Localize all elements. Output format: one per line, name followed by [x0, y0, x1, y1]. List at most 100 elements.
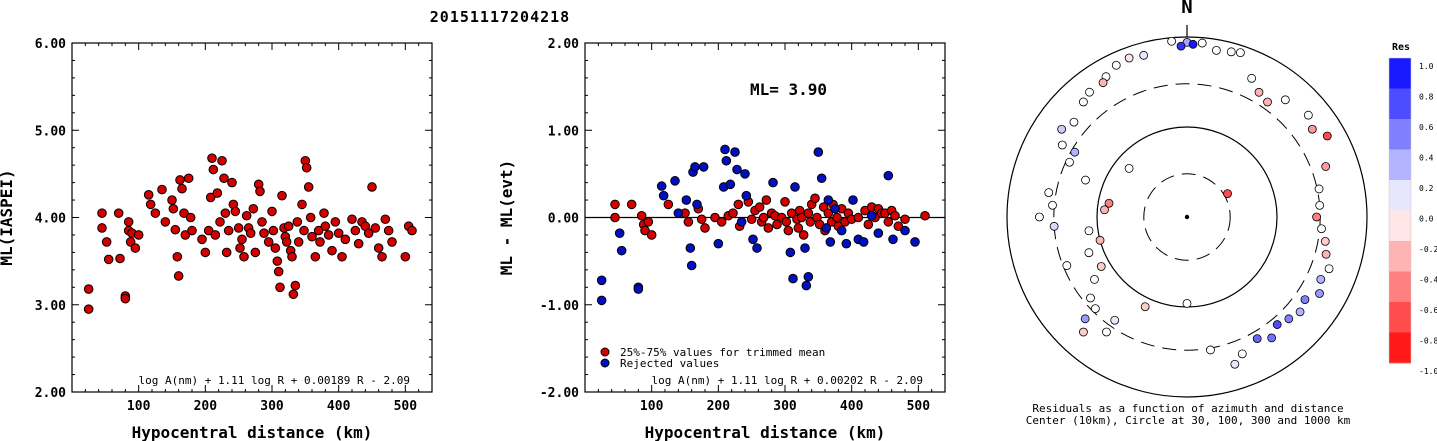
- panel2-point: [692, 199, 702, 210]
- panel1-point: [350, 225, 361, 236]
- polar-station: [1300, 295, 1310, 304]
- panel2-legend-label: 25%-75% values for trimmed mean: [620, 346, 825, 359]
- panel1-point: [407, 225, 417, 236]
- panel2-point: [893, 221, 904, 232]
- polar-station: [1065, 157, 1074, 167]
- panel1-point: [185, 212, 196, 223]
- panel1-point: [200, 247, 211, 258]
- panel1-point: [323, 230, 334, 240]
- panel1-point: [303, 182, 314, 192]
- panel1-point: [220, 208, 231, 218]
- panel1-point: [301, 162, 312, 173]
- polar-station: [1084, 248, 1094, 258]
- panel1-point: [330, 217, 341, 227]
- polar-station: [1223, 189, 1232, 199]
- panel2-ylabel: ML - ML(evt): [497, 160, 516, 276]
- panel2-point: [900, 225, 910, 236]
- polar-station: [1044, 188, 1054, 198]
- panel1-point: [281, 237, 292, 247]
- panel1-point: [179, 208, 189, 218]
- panel1-point: [292, 217, 303, 227]
- panel2-ytick-label: -2.00: [540, 386, 579, 401]
- panel1-point: [255, 186, 265, 197]
- panel2-point: [810, 193, 820, 204]
- panel1-point: [230, 206, 241, 217]
- panel2-point: [736, 217, 747, 227]
- panel1-ytick-label: 3.00: [35, 299, 66, 314]
- panel2-point: [754, 202, 765, 212]
- panel2-point: [733, 199, 744, 210]
- panel2-point: [698, 162, 709, 172]
- panel2-point: [663, 199, 674, 210]
- panel2-point: [610, 212, 620, 223]
- panel2-point: [883, 170, 894, 181]
- panel2-point: [825, 237, 836, 247]
- panel2-point: [596, 295, 607, 306]
- polar-center: [1184, 214, 1190, 220]
- panel2-point: [793, 223, 804, 233]
- polar-station: [1048, 200, 1057, 210]
- panel1-point: [150, 208, 161, 218]
- panel1-point: [97, 208, 107, 218]
- panel1-xlabel: Hypocentral distance (km): [132, 423, 373, 441]
- panel2-point: [783, 225, 794, 236]
- colorbar-tick-label: 0.8: [1419, 93, 1434, 102]
- panel1-point: [205, 192, 216, 203]
- panel1-point: [210, 230, 221, 240]
- panel2-ytick-label: -1.00: [540, 299, 579, 314]
- panel2-point: [848, 195, 858, 205]
- panel2-point: [796, 212, 807, 223]
- polar-station: [1090, 304, 1100, 314]
- polar-station: [1104, 198, 1114, 208]
- polar-station: [1049, 221, 1059, 231]
- panel2-ytick-label: 2.00: [548, 37, 579, 52]
- polar-station: [1295, 307, 1305, 317]
- panel2-point: [730, 147, 740, 157]
- panel2-point: [798, 230, 809, 240]
- event-title: 20151117204218: [429, 8, 571, 26]
- colorbar-tick-label: -0.4: [1419, 276, 1437, 285]
- polar-circle-30km: [1143, 173, 1231, 261]
- polar-station: [1086, 293, 1095, 303]
- panel1-point: [172, 251, 183, 262]
- polar-station: [1317, 224, 1326, 234]
- panel1-point: [277, 190, 287, 201]
- panel1-formula: log A(nm) + 1.11 log R + 0.00189 R - 2.0…: [138, 374, 410, 387]
- colorbar-segment: [1389, 302, 1411, 333]
- panel1-point: [239, 251, 249, 262]
- panel1-point: [290, 280, 301, 291]
- polar-station: [1307, 124, 1317, 134]
- colorbar-tick-label: 0.6: [1419, 123, 1434, 132]
- panel1-point: [97, 223, 107, 233]
- panel2-point: [686, 260, 697, 271]
- panel1-point: [267, 206, 277, 217]
- polar-station: [1316, 274, 1326, 284]
- panel1-point: [235, 243, 245, 253]
- polar-station: [1235, 48, 1245, 58]
- polar-station: [1322, 131, 1332, 141]
- panel1-point: [305, 212, 316, 223]
- panel2-point: [681, 195, 692, 205]
- polar-station: [1272, 320, 1282, 329]
- panel2-point: [858, 237, 869, 247]
- panel2-point: [830, 203, 840, 214]
- colorbar-tick-label: -1.0: [1419, 367, 1437, 376]
- panel2-point: [823, 208, 834, 218]
- panel2-point: [670, 176, 680, 186]
- polar-station: [1176, 41, 1186, 51]
- panel2-point: [800, 243, 810, 253]
- colorbar-segment: [1389, 332, 1411, 364]
- panel1-point: [221, 247, 232, 258]
- colorbar-segment: [1389, 88, 1411, 120]
- colorbar-tick-label: -0.2: [1419, 245, 1437, 254]
- panel1-point: [120, 293, 131, 304]
- panel2-point: [713, 238, 724, 249]
- panel1-point: [307, 231, 317, 242]
- panel1-point: [217, 155, 227, 166]
- panel1-point: [241, 210, 252, 221]
- panel2-point: [740, 169, 750, 179]
- panel1-point: [237, 234, 247, 245]
- polar-station: [1263, 97, 1272, 107]
- panel1-point: [167, 195, 177, 205]
- polar-station: [1284, 314, 1294, 324]
